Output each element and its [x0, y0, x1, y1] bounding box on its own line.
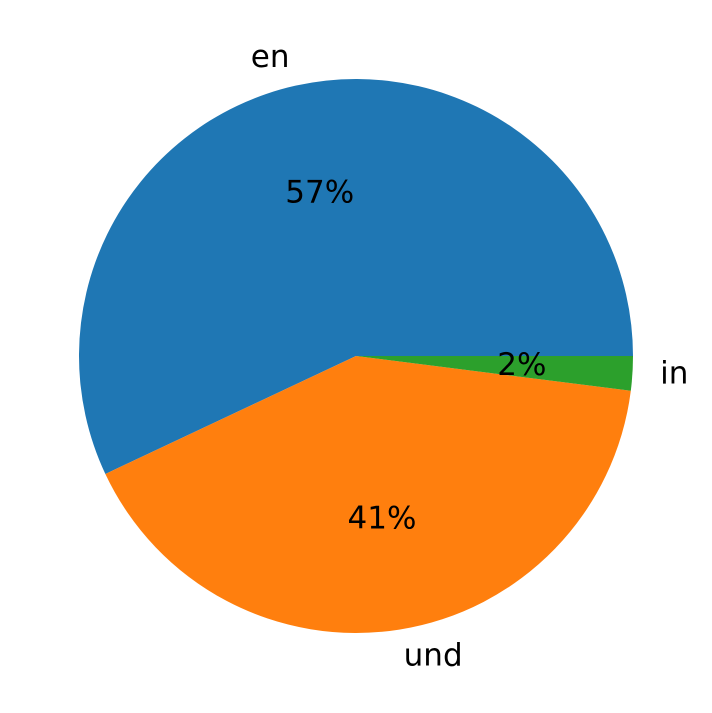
pie-slice [78, 78, 634, 474]
percent-label: 57% [285, 174, 354, 210]
percent-label: 41% [348, 501, 417, 537]
slice-label: in [660, 356, 688, 392]
slice-label: en [251, 39, 290, 75]
percent-label: 2% [497, 347, 546, 383]
pie-slice [105, 356, 631, 633]
pie-slice [356, 356, 633, 391]
slice-label: und [404, 637, 463, 673]
